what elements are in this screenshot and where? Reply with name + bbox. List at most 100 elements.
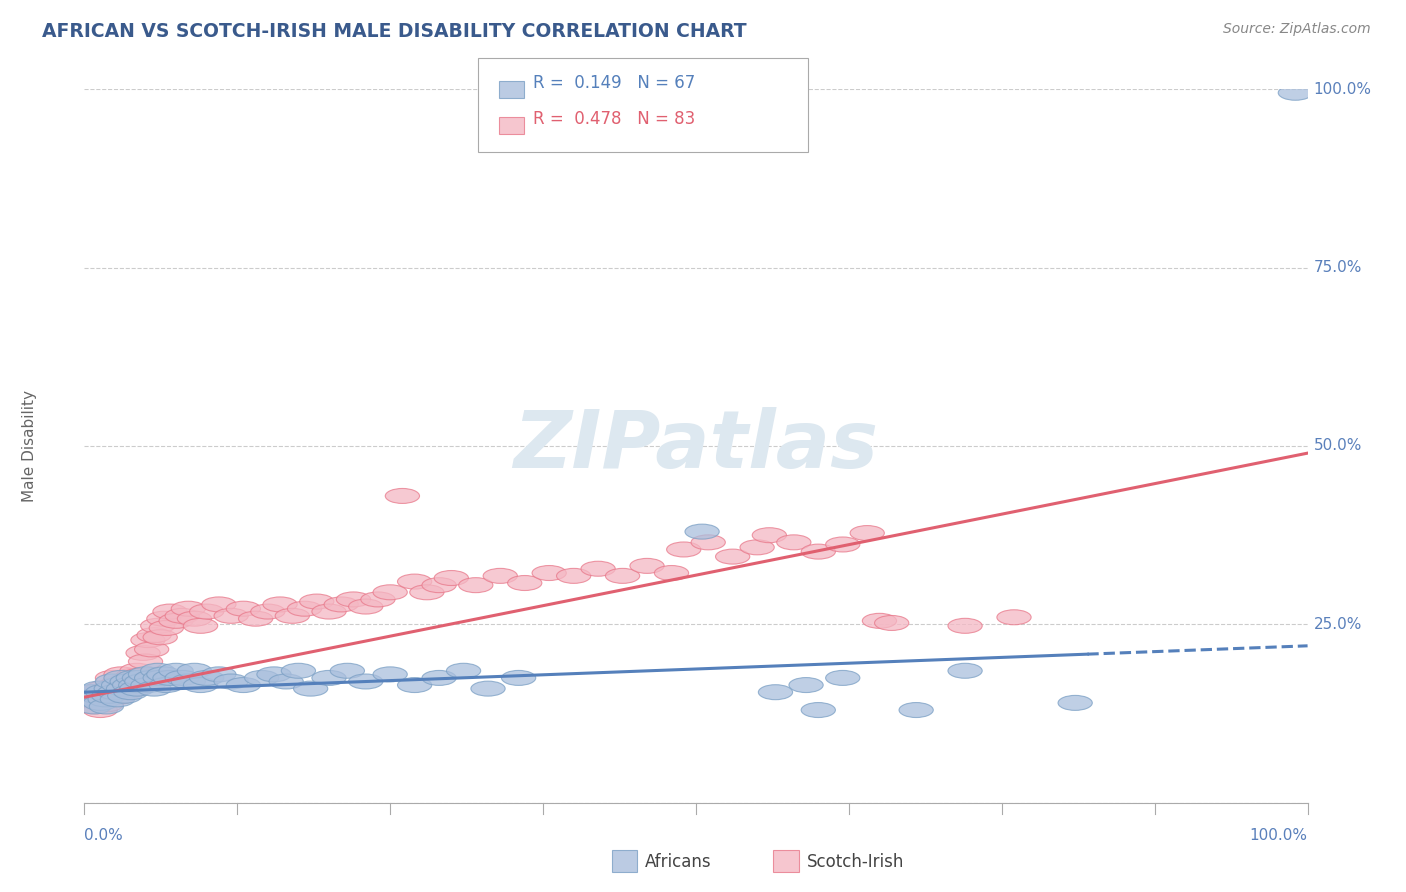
Ellipse shape xyxy=(226,678,260,692)
Ellipse shape xyxy=(685,524,720,539)
Ellipse shape xyxy=(752,528,786,542)
Ellipse shape xyxy=(948,664,983,678)
Ellipse shape xyxy=(127,646,160,660)
Ellipse shape xyxy=(128,654,163,669)
Ellipse shape xyxy=(825,671,860,685)
Ellipse shape xyxy=(73,685,108,699)
Text: Africans: Africans xyxy=(645,853,711,871)
Ellipse shape xyxy=(136,628,172,642)
Ellipse shape xyxy=(136,681,172,696)
Ellipse shape xyxy=(117,671,150,685)
Ellipse shape xyxy=(385,489,419,503)
Text: Male Disability: Male Disability xyxy=(22,390,37,502)
Ellipse shape xyxy=(89,699,124,714)
Ellipse shape xyxy=(131,678,165,692)
Ellipse shape xyxy=(86,681,120,696)
Ellipse shape xyxy=(125,674,159,689)
Ellipse shape xyxy=(361,592,395,607)
Ellipse shape xyxy=(159,614,193,628)
Ellipse shape xyxy=(177,611,211,626)
Ellipse shape xyxy=(149,621,183,635)
Ellipse shape xyxy=(484,568,517,583)
Ellipse shape xyxy=(141,664,174,678)
Ellipse shape xyxy=(101,675,136,690)
Ellipse shape xyxy=(508,575,541,591)
Ellipse shape xyxy=(287,601,322,616)
Ellipse shape xyxy=(73,692,108,706)
Ellipse shape xyxy=(581,561,616,576)
Ellipse shape xyxy=(101,678,136,692)
Ellipse shape xyxy=(997,610,1031,624)
Ellipse shape xyxy=(83,696,117,710)
Ellipse shape xyxy=(135,671,169,685)
Ellipse shape xyxy=(125,673,159,688)
Ellipse shape xyxy=(94,681,128,696)
Ellipse shape xyxy=(263,597,297,612)
Ellipse shape xyxy=(91,689,127,703)
Ellipse shape xyxy=(422,671,456,685)
Ellipse shape xyxy=(172,601,205,616)
Ellipse shape xyxy=(801,544,835,559)
Ellipse shape xyxy=(89,697,124,712)
Ellipse shape xyxy=(146,667,181,681)
Ellipse shape xyxy=(159,664,193,678)
Ellipse shape xyxy=(104,671,138,685)
Ellipse shape xyxy=(94,680,128,695)
Ellipse shape xyxy=(107,678,141,692)
Text: AFRICAN VS SCOTCH-IRISH MALE DISABILITY CORRELATION CHART: AFRICAN VS SCOTCH-IRISH MALE DISABILITY … xyxy=(42,22,747,41)
Text: 100.0%: 100.0% xyxy=(1250,828,1308,843)
Ellipse shape xyxy=(108,685,142,699)
Ellipse shape xyxy=(740,540,775,555)
Ellipse shape xyxy=(312,671,346,685)
Ellipse shape xyxy=(630,558,664,574)
Ellipse shape xyxy=(214,608,249,624)
Text: 50.0%: 50.0% xyxy=(1313,439,1362,453)
Ellipse shape xyxy=(422,578,456,592)
Ellipse shape xyxy=(98,682,132,698)
Ellipse shape xyxy=(96,671,129,685)
Ellipse shape xyxy=(153,671,187,685)
Ellipse shape xyxy=(245,671,278,685)
Text: R =  0.149   N = 67: R = 0.149 N = 67 xyxy=(533,74,695,92)
Ellipse shape xyxy=(758,685,793,699)
Ellipse shape xyxy=(96,674,129,689)
Ellipse shape xyxy=(789,678,823,692)
Ellipse shape xyxy=(654,566,689,581)
Ellipse shape xyxy=(557,568,591,583)
Ellipse shape xyxy=(153,604,187,619)
Ellipse shape xyxy=(776,535,811,549)
Ellipse shape xyxy=(1059,696,1092,710)
Ellipse shape xyxy=(120,664,155,678)
Text: 100.0%: 100.0% xyxy=(1313,82,1372,96)
Ellipse shape xyxy=(330,664,364,678)
Ellipse shape xyxy=(165,608,200,624)
Ellipse shape xyxy=(98,685,132,699)
Ellipse shape xyxy=(183,618,218,633)
Ellipse shape xyxy=(434,571,468,585)
Ellipse shape xyxy=(276,608,309,624)
Ellipse shape xyxy=(122,671,156,685)
Text: ZIPatlas: ZIPatlas xyxy=(513,407,879,485)
Ellipse shape xyxy=(458,578,494,592)
Ellipse shape xyxy=(146,611,181,626)
Ellipse shape xyxy=(214,674,249,689)
Ellipse shape xyxy=(89,692,122,706)
Ellipse shape xyxy=(269,674,304,689)
Text: R =  0.478   N = 83: R = 0.478 N = 83 xyxy=(533,110,695,128)
Ellipse shape xyxy=(120,681,155,696)
Ellipse shape xyxy=(875,615,908,631)
Ellipse shape xyxy=(118,678,153,692)
Ellipse shape xyxy=(666,542,700,557)
Text: 75.0%: 75.0% xyxy=(1313,260,1362,275)
Ellipse shape xyxy=(898,703,934,717)
Ellipse shape xyxy=(692,535,725,549)
Text: Scotch-Irish: Scotch-Irish xyxy=(807,853,904,871)
Ellipse shape xyxy=(336,592,371,607)
Ellipse shape xyxy=(801,703,835,717)
Ellipse shape xyxy=(149,678,183,692)
Ellipse shape xyxy=(80,689,114,703)
Ellipse shape xyxy=(107,681,141,696)
Ellipse shape xyxy=(398,574,432,589)
Ellipse shape xyxy=(239,611,273,626)
Ellipse shape xyxy=(83,703,117,717)
